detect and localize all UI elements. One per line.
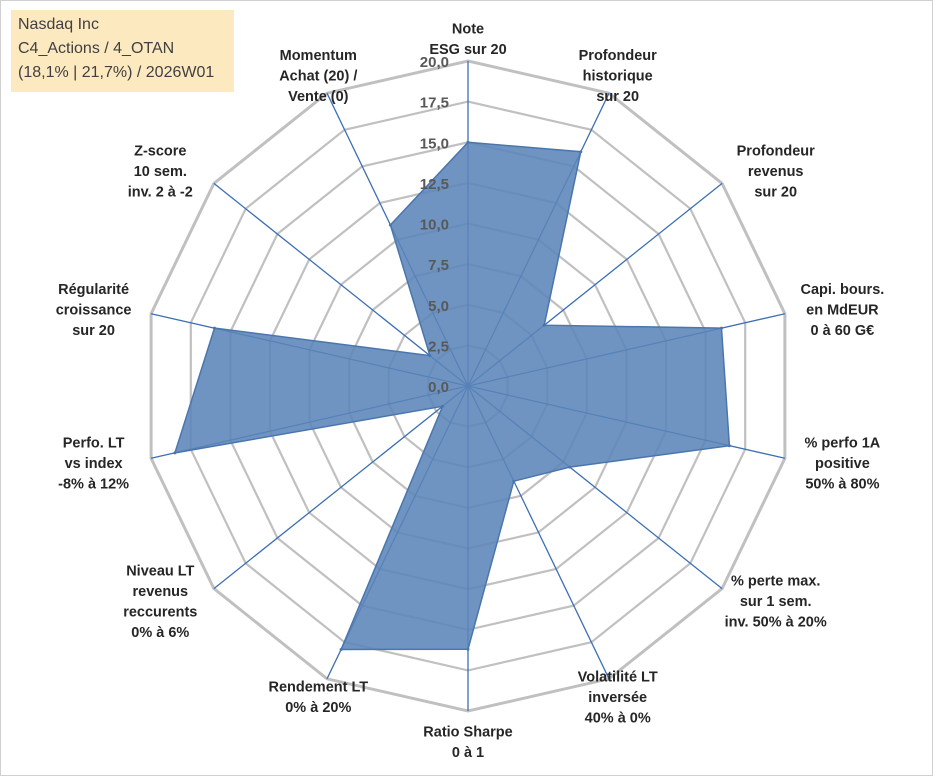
axis-label-8: Rendement LT	[268, 680, 368, 696]
axis-label-10: -8% à 12%	[58, 476, 129, 492]
tick-label: 0,0	[428, 379, 449, 396]
axis-label-4: positive	[815, 456, 870, 472]
axis-label-6: inversée	[588, 690, 647, 706]
data-point-10	[173, 451, 177, 455]
axis-label-0: ESG sur 20	[429, 42, 506, 58]
axis-label-2: revenus	[748, 164, 804, 180]
data-point-2	[542, 323, 546, 327]
data-point-13	[388, 223, 392, 227]
axis-label-1: sur 20	[596, 89, 639, 105]
axis-label-12: inv. 2 à -2	[128, 185, 193, 201]
axis-label-4: 50% à 80%	[805, 476, 879, 492]
info-box: Nasdaq Inc C4_Actions / 4_OTAN (18,1% | …	[11, 10, 234, 92]
axis-label-3: en MdEUR	[806, 302, 879, 318]
axis-label-8: 0% à 20%	[285, 700, 351, 716]
tick-label: 5,0	[428, 298, 449, 315]
axis-label-3: Capi. bours.	[801, 282, 885, 298]
axis-label-3: 0 à 60 G€	[811, 323, 875, 339]
axis-label-4: % perfo 1A	[805, 435, 881, 451]
info-company: Nasdaq Inc	[18, 16, 99, 33]
tick-label: 20,0	[420, 54, 449, 71]
axis-spoke-12	[213, 182, 469, 387]
radar-series	[173, 140, 731, 651]
data-point-4	[727, 444, 731, 448]
tick-label: 7,5	[428, 257, 449, 274]
axis-label-5: inv. 50% à 20%	[725, 615, 827, 631]
data-point-11	[213, 326, 216, 330]
radar-axis-labels: Note ESG sur 20 Profondeur historique sur 20…	[56, 21, 885, 761]
axis-label-6: Volatilité LT	[578, 670, 658, 686]
tick-label: 17,5	[420, 95, 449, 112]
axis-label-12: Z-score	[134, 144, 186, 160]
tick-label: 12,5	[420, 176, 449, 193]
radar-tick-labels: 0,0 2,5 5,0 7,5 10,0 12,5 15,0 17,5 20,0	[420, 54, 449, 396]
axis-label-10: Perfo. LT	[63, 435, 125, 451]
info-category: C4_Actions / 4_OTAN	[18, 40, 175, 57]
data-point-5	[568, 465, 572, 469]
tick-label: 10,0	[420, 217, 449, 234]
tick-label: 2,5	[428, 338, 449, 355]
axis-label-12: 10 sem.	[134, 164, 187, 180]
axis-label-13: Momentum	[280, 48, 357, 64]
axis-label-13: Vente (0)	[288, 89, 349, 105]
data-point-0	[466, 140, 470, 144]
axis-label-6: 40% à 0%	[585, 711, 651, 727]
data-point-3	[720, 326, 723, 330]
axis-label-2: Profondeur	[737, 144, 815, 160]
axis-label-2: sur 20	[754, 185, 797, 201]
axis-label-11: sur 20	[72, 323, 115, 339]
axis-label-1: historique	[583, 68, 653, 84]
data-point-7	[466, 647, 470, 651]
axis-label-7: 0 à 1	[452, 745, 484, 761]
axis-label-5: sur 1 sem.	[740, 594, 812, 610]
axis-label-13: Achat (20) /	[279, 68, 357, 84]
axis-label-10: vs index	[65, 456, 123, 472]
data-point-6	[512, 479, 516, 483]
data-point-8	[339, 648, 343, 651]
info-stats: (18,1% | 21,7%) / 2026W01	[18, 64, 215, 81]
data-point-1	[579, 150, 583, 154]
data-point-9	[441, 404, 445, 408]
axis-label-11: croissance	[56, 302, 132, 318]
axis-label-9: 0% à 6%	[131, 625, 189, 641]
axis-spoke-9	[213, 385, 469, 590]
axis-label-9: reccurents	[123, 605, 197, 621]
data-point-12	[428, 354, 432, 358]
axis-label-9: Niveau LT	[126, 564, 194, 580]
axis-label-11: Régularité	[58, 282, 129, 298]
axis-label-7: Ratio Sharpe	[423, 724, 512, 740]
axis-label-9: revenus	[132, 584, 188, 600]
axis-label-5: % perte max.	[731, 574, 820, 590]
axis-label-1: Profondeur	[579, 48, 657, 64]
axis-label-0: Note	[452, 21, 484, 37]
tick-label: 15,0	[420, 135, 449, 152]
